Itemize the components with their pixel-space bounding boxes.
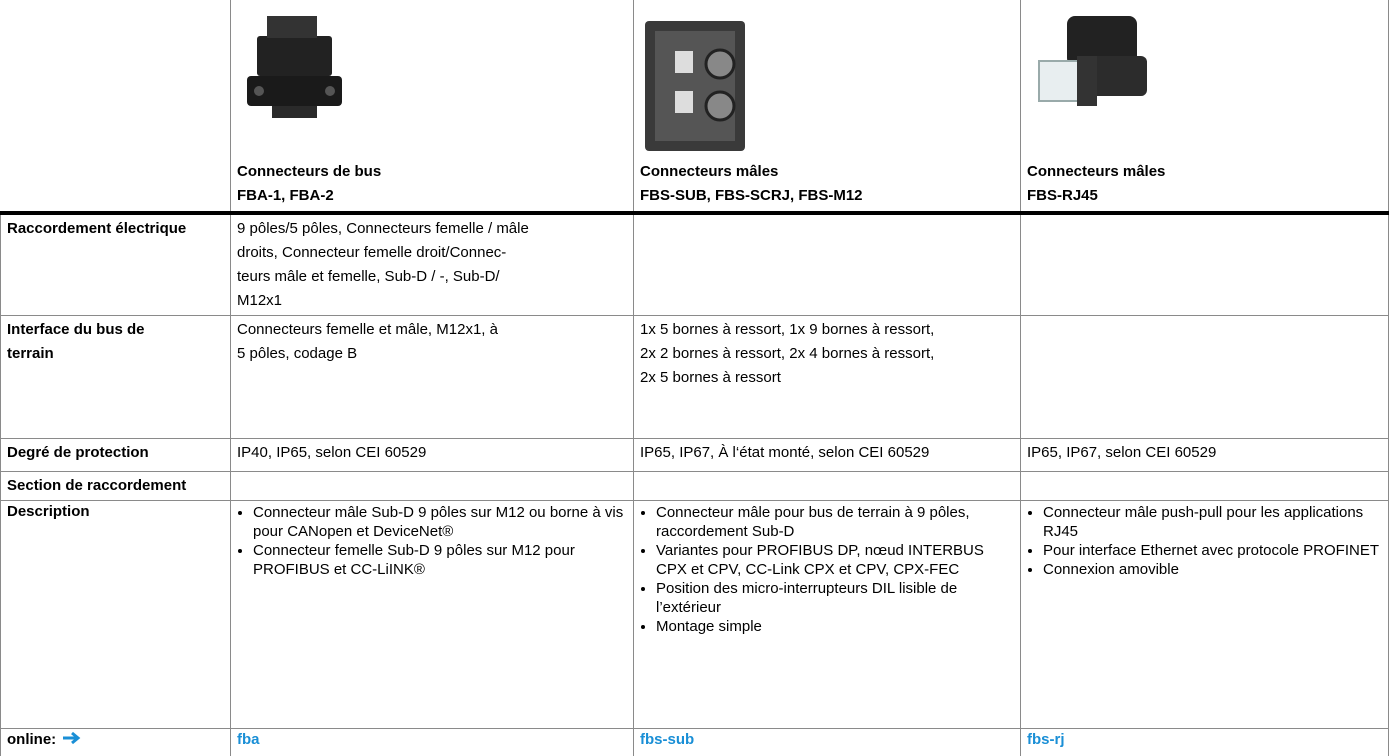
row-label: Section de raccordement	[7, 477, 187, 494]
row-label-cell: Section de raccordement	[0, 471, 231, 501]
product-link[interactable]: fbs-rj	[1027, 731, 1065, 748]
value-cell: fbs-sub	[633, 728, 1021, 756]
value-cell	[633, 212, 1021, 316]
header-cell: Connecteurs mâles FBS-RJ45	[1020, 0, 1389, 215]
value-cell	[230, 471, 634, 501]
value-cell: fba	[230, 728, 634, 756]
product-image	[247, 16, 342, 118]
bullet-list: Connecteur mâle push-pull pour les appli…	[1027, 503, 1382, 579]
header-cell: Connecteurs de bus FBA-1, FBA-2	[230, 0, 634, 215]
bullet-item: Montage simple	[656, 617, 1014, 636]
table-row: Interface du bus de terrain Connecteurs fe…	[0, 315, 1389, 439]
value-cell: 1x 5 bornes à ressort, 1x 9 bornes à res…	[633, 315, 1021, 439]
value-cell: fbs-rj	[1020, 728, 1389, 756]
header-subtitle: FBS-RJ45	[1027, 187, 1098, 204]
cell-line: 2x 2 bornes à ressort, 2x 4 bornes à res…	[640, 345, 935, 362]
bullet-item: Variantes pour PROFIBUS DP, nœud INTERBU…	[656, 541, 1014, 579]
cell-line: 5 pôles, codage B	[237, 345, 358, 362]
row-label: terrain	[7, 345, 54, 362]
value-cell: IP65, IP67, selon CEI 60529	[1020, 438, 1389, 472]
online-label: online:	[7, 731, 57, 748]
product-link[interactable]: fba	[237, 731, 260, 748]
bullet-item: Position des micro-interrupteurs DIL lis…	[656, 579, 1014, 617]
cell-line: 2x 5 bornes à ressort	[640, 369, 781, 386]
value-cell	[1020, 471, 1389, 501]
bullet-item: Connecteur mâle push-pull pour les appli…	[1043, 503, 1382, 541]
arrow-icon	[63, 731, 81, 745]
value-cell	[1020, 212, 1389, 316]
table-row: Raccordement électrique 9 pôles/5 pôles, …	[0, 212, 1389, 316]
row-label-cell: Description	[0, 500, 231, 729]
cell-line: 1x 5 bornes à ressort, 1x 9 bornes à res…	[640, 321, 935, 338]
cell-line: IP65, IP67, selon CEI 60529	[1027, 444, 1217, 461]
header-subtitle: FBS-SUB, FBS-SCRJ, FBS-M12	[640, 187, 863, 204]
cell-line: droits, Connecteur femelle droit/Connec-	[237, 244, 507, 261]
cell-line: teurs mâle et femelle, Sub-D / -, Sub-D/	[237, 268, 500, 285]
bullet-item: Connecteur mâle Sub-D 9 pôles sur M12 ou…	[253, 503, 627, 541]
header-title: Connecteurs mâles	[1027, 163, 1166, 180]
bullet-item: Pour interface Ethernet avec protocole P…	[1043, 541, 1382, 560]
cell-line: 9 pôles/5 pôles, Connecteurs femelle / m…	[237, 220, 529, 237]
row-label-cell: online:	[0, 728, 231, 756]
corner-cell	[0, 0, 231, 215]
row-label-cell: Degré de protection	[0, 438, 231, 472]
bullet-item: Connecteur femelle Sub-D 9 pôles sur M12…	[253, 541, 627, 579]
value-cell: Connecteurs femelle et mâle, M12x1, à 5 p…	[230, 315, 634, 439]
header-title: Connecteurs de bus	[237, 163, 382, 180]
product-image	[645, 21, 745, 151]
product-image	[1038, 16, 1147, 106]
row-label-cell: Raccordement électrique	[0, 212, 231, 316]
table-row: Section de raccordement	[0, 471, 1389, 501]
cell-line: M12x1	[237, 292, 283, 309]
value-cell: 9 pôles/5 pôles, Connecteurs femelle / m…	[230, 212, 634, 316]
value-cell: IP40, IP65, selon CEI 60529	[230, 438, 634, 472]
cell-line: IP65, IP67, À l‘état monté, selon CEI 60…	[640, 444, 930, 461]
value-cell: Connecteur mâle push-pull pour les appli…	[1020, 500, 1389, 729]
row-label: Degré de protection	[7, 444, 149, 461]
cell-line: Connecteurs femelle et mâle, M12x1, à	[237, 321, 498, 338]
bullet-list: Connecteur mâle Sub-D 9 pôles sur M12 ou…	[237, 503, 627, 579]
table-row: Degré de protection IP40, IP65, selon CEI…	[0, 438, 1389, 472]
header-title: Connecteurs mâles	[640, 163, 779, 180]
value-cell: Connecteur mâle Sub-D 9 pôles sur M12 ou…	[230, 500, 634, 729]
value-cell	[1020, 315, 1389, 439]
table-row: online: fba fbs-sub fbs-rj	[0, 728, 1389, 756]
row-label: Interface du bus de	[7, 321, 145, 338]
header-row: Connecteurs de bus FBA-1, FBA-2 Connecte…	[0, 0, 1389, 215]
bullet-item: Connecteur mâle pour bus de terrain à 9 …	[656, 503, 1014, 541]
value-cell	[633, 471, 1021, 501]
value-cell: IP65, IP67, À l‘état monté, selon CEI 60…	[633, 438, 1021, 472]
value-cell: Connecteur mâle pour bus de terrain à 9 …	[633, 500, 1021, 729]
row-label-cell: Interface du bus de terrain	[0, 315, 231, 439]
header-subtitle: FBA-1, FBA-2	[237, 187, 334, 204]
bullet-item: Connexion amovible	[1043, 560, 1382, 579]
row-label: Raccordement électrique	[7, 220, 187, 237]
bullet-list: Connecteur mâle pour bus de terrain à 9 …	[640, 503, 1014, 636]
table-row: Description Connecteur mâle Sub-D 9 pôles…	[0, 500, 1389, 729]
cell-line: IP40, IP65, selon CEI 60529	[237, 444, 427, 461]
header-cell: Connecteurs mâles FBS-SUB, FBS-SCRJ, FBS…	[633, 0, 1021, 215]
product-link[interactable]: fbs-sub	[640, 731, 695, 748]
